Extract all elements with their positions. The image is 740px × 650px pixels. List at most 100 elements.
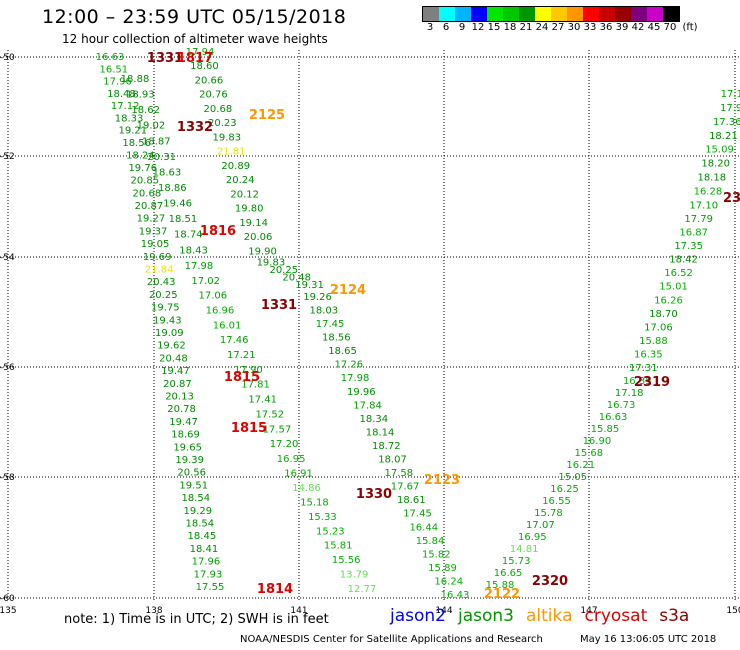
altimeter-tracks: 16.6316.5117.9618.4817.1218.3319.2118.56… — [96, 47, 740, 601]
wave-height-value: 17.41 — [248, 395, 277, 406]
colorbar-swatch — [471, 7, 487, 21]
wave-height-value: 21.81 — [217, 147, 246, 158]
wave-height-value: 17.45 — [316, 319, 345, 330]
wave-height-value: 20.25 — [269, 265, 298, 276]
axis-labels: 135 138 141 144 147 150 -50 -52 -54 -56 -58 -60 — [0, 53, 740, 616]
latitude-label: -56 — [0, 363, 15, 373]
colorbar-level: 9 — [458, 22, 466, 33]
wave-height-value: 17.06 — [644, 322, 673, 333]
wave-height-value: 14.86 — [292, 483, 321, 494]
wave-height-value: 18.70 — [649, 309, 678, 320]
colorbar-level: 45 — [647, 22, 661, 33]
note-text: note: 1) Time is in UTC; 2) SWH is in fe… — [64, 612, 329, 627]
wave-height-value: 19.09 — [155, 328, 184, 339]
wave-height-value: 17.10 — [689, 200, 718, 211]
colorbar-swatch — [519, 7, 535, 21]
wave-height-value: 17.96 — [103, 77, 132, 88]
wave-height-value: 18.69 — [171, 430, 200, 441]
wave-height-value: 15.78 — [534, 508, 563, 519]
pass-number: 1815 — [231, 421, 267, 436]
pass-number: 1816 — [200, 224, 236, 239]
wave-height-value: 15.23 — [316, 526, 345, 537]
wave-height-value: 15.85 — [591, 424, 620, 435]
latitude-label: -54 — [0, 253, 15, 263]
wave-height-value: 17.18 — [615, 388, 644, 399]
wave-height-value: 17.84 — [353, 400, 382, 411]
wave-height-value: 16.90 — [583, 436, 612, 447]
wave-height-value: 19.75 — [151, 303, 180, 314]
wave-height-value: 17.96 — [192, 557, 221, 568]
colorbar-swatch — [583, 7, 599, 21]
colorbar-swatch — [439, 7, 455, 21]
colorbar-level: 39 — [615, 22, 629, 33]
wave-height-value: 18.87 — [142, 136, 171, 147]
colorbar-swatch — [423, 7, 439, 21]
wave-height-value: 17.36 — [713, 117, 740, 128]
wave-height-value: 17.81 — [241, 380, 270, 391]
wave-height-value: 19.80 — [235, 204, 264, 215]
colorbar-swatch — [551, 7, 567, 21]
longitude-label: 138 — [145, 606, 162, 616]
wave-height-value: 18.20 — [701, 159, 730, 170]
wave-height-value: 16.25 — [550, 484, 579, 495]
wave-height-value: 18.63 — [153, 167, 182, 178]
wave-height-value: 19.83 — [212, 132, 241, 143]
wave-height-value: 17.21 — [227, 350, 256, 361]
colorbar-swatch — [663, 7, 679, 21]
wave-height-value: 16.26 — [654, 295, 683, 306]
wave-height-value: 17.31 — [629, 363, 658, 374]
wave-height-value: 19.43 — [153, 315, 182, 326]
wave-height-value: 15.81 — [324, 541, 353, 552]
wave-height-value: 15.05 — [558, 472, 587, 483]
colorbar-swatch — [535, 7, 551, 21]
wave-height-value: 20.43 — [147, 277, 176, 288]
wave-height-value: 16.21 — [566, 460, 595, 471]
wave-height-value: 18.61 — [397, 495, 426, 506]
wave-height-value: 16.44 — [409, 522, 438, 533]
wave-height-value: 19.29 — [183, 506, 212, 517]
wave-height-value: 18.51 — [169, 214, 198, 225]
wave-height-value: 20.23 — [208, 118, 237, 129]
wave-height-value: 17.93 — [194, 569, 223, 580]
colorbar-swatch — [503, 7, 519, 21]
latitude-label: -60 — [0, 594, 15, 604]
wave-height-value: 18.21 — [709, 131, 738, 142]
pass-number: 2320 — [532, 574, 568, 589]
wave-height-value: 15.18 — [300, 497, 329, 508]
colorbar-swatch — [615, 7, 631, 21]
wave-height-value: 19.69 — [143, 252, 172, 263]
legend-altika: altika — [526, 606, 573, 626]
wave-height-value: 20.12 — [230, 189, 259, 200]
wave-height-value: 16.55 — [542, 496, 571, 507]
wave-height-value: 20.87 — [135, 201, 164, 212]
wave-height-value: 17.07 — [526, 520, 555, 531]
wave-height-value: 18.62 — [131, 105, 160, 116]
wave-height-value: 15.73 — [502, 556, 531, 567]
wave-height-value: 16.95 — [518, 532, 547, 543]
wave-height-value: 18.65 — [328, 346, 357, 357]
wave-height-value: 17.55 — [196, 582, 225, 593]
track-tA: 16.6316.5117.9618.4817.1218.3319.2118.56… — [96, 52, 225, 593]
wave-height-value: 20.76 — [199, 90, 228, 101]
pass-number: 2319 — [634, 375, 670, 390]
pass-number: 2125 — [249, 108, 285, 123]
wave-height-value: 18.18 — [697, 173, 726, 184]
wave-height-value: 20.89 — [221, 161, 250, 172]
wave-height-value: 16.95 — [277, 454, 306, 465]
colorbar-level: 36 — [599, 22, 613, 33]
pass-labels: 1331181713322125181621241331181518151330… — [147, 51, 740, 602]
wave-height-value: 13.79 — [340, 570, 369, 581]
pass-number: 1332 — [177, 120, 213, 135]
latitude-label: -58 — [0, 473, 15, 483]
wave-height-value: 15.88 — [486, 580, 515, 591]
wave-height-value: 19.14 — [239, 218, 268, 229]
wave-height-value: 19.02 — [137, 121, 166, 132]
wave-height-value: 18.88 — [121, 74, 150, 85]
satellite-legend: jason2 jason3 altika cryosat s3a — [390, 606, 701, 626]
wave-height-value: 20.85 — [131, 176, 160, 187]
wave-height-value: 18.43 — [179, 245, 208, 256]
colorbar-level: 30 — [567, 22, 581, 33]
colorbar-labels: 3 6 9 12 15 18 21 24 27 30 33 36 39 42 45 70 (ft) — [422, 22, 702, 33]
latitude-label: -50 — [0, 53, 15, 63]
pass-number: 1814 — [257, 582, 293, 597]
